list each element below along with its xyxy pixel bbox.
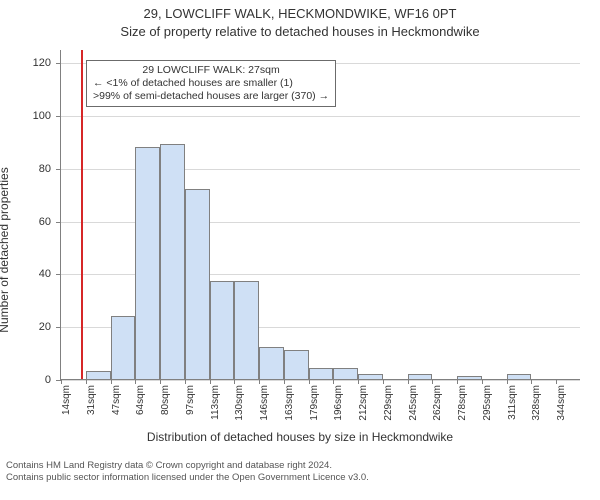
y-tick-label: 20 — [39, 321, 51, 333]
y-tick-mark — [56, 274, 61, 275]
x-tick-mark — [507, 379, 508, 384]
x-tick-mark — [457, 379, 458, 384]
y-tick-label: 120 — [33, 57, 51, 69]
histogram-bar — [234, 281, 259, 379]
y-tick-mark — [56, 63, 61, 64]
plot-area: 02040608010012014sqm31sqm47sqm64sqm80sqm… — [60, 50, 580, 380]
info-box-line: ← <1% of detached houses are smaller (1) — [93, 77, 329, 90]
y-tick-mark — [56, 327, 61, 328]
x-tick-label: 163sqm — [284, 385, 295, 421]
histogram-bar — [259, 347, 284, 379]
x-tick-label: 64sqm — [135, 385, 146, 415]
x-tick-mark — [432, 379, 433, 384]
x-tick-mark — [61, 379, 62, 384]
y-tick-label: 100 — [33, 110, 51, 122]
histogram-bar — [111, 316, 136, 379]
histogram-bar — [333, 368, 358, 379]
x-tick-label: 130sqm — [234, 385, 245, 421]
histogram-bar — [408, 374, 433, 379]
x-tick-label: 47sqm — [111, 385, 122, 415]
x-tick-label: 212sqm — [358, 385, 369, 421]
x-tick-label: 262sqm — [432, 385, 443, 421]
x-tick-mark — [234, 379, 235, 384]
x-tick-mark — [408, 379, 409, 384]
x-tick-label: 295sqm — [482, 385, 493, 421]
property-info-box: 29 LOWCLIFF WALK: 27sqm← <1% of detached… — [86, 60, 336, 107]
y-tick-mark — [56, 116, 61, 117]
gridline-h — [61, 380, 580, 381]
info-box-line: >99% of semi-detached houses are larger … — [93, 90, 329, 103]
x-tick-label: 113sqm — [210, 385, 221, 420]
x-tick-label: 97sqm — [185, 385, 196, 415]
x-tick-label: 196sqm — [333, 385, 344, 421]
x-tick-mark — [482, 379, 483, 384]
histogram-bar — [86, 371, 111, 379]
histogram-bar — [309, 368, 334, 379]
chart-title-description: Size of property relative to detached ho… — [0, 24, 600, 39]
x-tick-label: 311sqm — [507, 385, 518, 420]
footer-line-1: Contains HM Land Registry data © Crown c… — [6, 460, 369, 472]
y-tick-label: 60 — [39, 216, 51, 228]
x-tick-mark — [111, 379, 112, 384]
x-tick-label: 80sqm — [160, 385, 171, 415]
x-tick-label: 229sqm — [383, 385, 394, 421]
y-tick-mark — [56, 222, 61, 223]
x-tick-mark — [358, 379, 359, 384]
x-tick-mark — [185, 379, 186, 384]
footer-line-2: Contains public sector information licen… — [6, 472, 369, 484]
x-tick-mark — [309, 379, 310, 384]
histogram-bar — [160, 144, 185, 379]
gridline-h — [61, 116, 580, 117]
x-tick-label: 328sqm — [531, 385, 542, 421]
x-tick-mark — [86, 379, 87, 384]
y-tick-label: 0 — [45, 374, 51, 386]
chart-title-address: 29, LOWCLIFF WALK, HECKMONDWIKE, WF16 0P… — [0, 6, 600, 21]
y-tick-mark — [56, 169, 61, 170]
y-tick-label: 40 — [39, 268, 51, 280]
data-source-footer: Contains HM Land Registry data © Crown c… — [6, 460, 369, 484]
histogram-bar — [358, 374, 383, 379]
x-tick-mark — [210, 379, 211, 384]
histogram-bar — [457, 376, 482, 379]
property-size-histogram-chart: 29, LOWCLIFF WALK, HECKMONDWIKE, WF16 0P… — [0, 0, 600, 500]
x-tick-mark — [333, 379, 334, 384]
x-tick-label: 146sqm — [259, 385, 270, 421]
x-axis-label: Distribution of detached houses by size … — [0, 430, 600, 444]
x-tick-mark — [383, 379, 384, 384]
histogram-bar — [507, 374, 532, 379]
x-tick-mark — [284, 379, 285, 384]
x-tick-mark — [531, 379, 532, 384]
x-tick-label: 278sqm — [457, 385, 468, 421]
histogram-bar — [185, 189, 210, 379]
x-tick-mark — [160, 379, 161, 384]
x-tick-label: 344sqm — [556, 385, 567, 421]
histogram-bar — [210, 281, 235, 379]
histogram-bar — [284, 350, 309, 379]
histogram-bar — [135, 147, 160, 379]
x-tick-label: 31sqm — [86, 385, 97, 415]
subject-property-marker — [81, 50, 83, 379]
x-tick-mark — [556, 379, 557, 384]
x-tick-mark — [259, 379, 260, 384]
info-box-line: 29 LOWCLIFF WALK: 27sqm — [93, 64, 329, 77]
x-tick-label: 14sqm — [61, 385, 72, 415]
x-tick-label: 179sqm — [309, 385, 320, 421]
x-tick-label: 245sqm — [408, 385, 419, 421]
x-tick-mark — [135, 379, 136, 384]
y-tick-label: 80 — [39, 163, 51, 175]
